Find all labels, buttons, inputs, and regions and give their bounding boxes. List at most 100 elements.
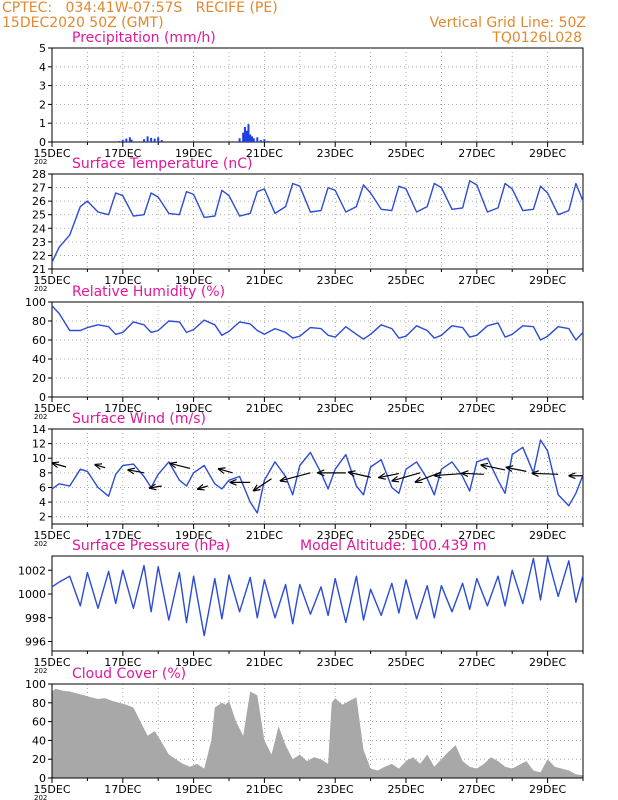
precip-xtick-label: 27DEC: [458, 147, 495, 160]
precip-bar: [160, 140, 163, 142]
pressure-ytick-label: 1002: [18, 564, 46, 577]
precip-year-fragment: 202: [34, 158, 47, 166]
wind-wind-arrow: [435, 474, 463, 476]
wind-ytick-label: 6: [39, 481, 46, 494]
pressure-ytick-label: 996: [25, 636, 46, 649]
temp-xtick-label: 27DEC: [458, 274, 495, 287]
cloud-ytick-label: 20: [32, 753, 46, 766]
wind-wind-arrow: [150, 486, 162, 488]
temp-title: Surface Temperature (nC): [72, 156, 253, 172]
precip-xtick-label: 25DEC: [387, 147, 424, 160]
pressure-xtick-label: 23DEC: [317, 656, 354, 669]
rh-xtick-label: 23DEC: [317, 402, 354, 415]
precip-bar: [121, 139, 124, 142]
rh-ytick-label: 20: [32, 372, 46, 385]
precip-bar: [150, 137, 153, 142]
precip-bar: [146, 136, 149, 142]
wind-ytick-label: 4: [39, 496, 46, 509]
wind-wind-arrow: [379, 472, 400, 478]
cloud-ytick-label: 100: [25, 678, 46, 691]
precip-bar: [247, 124, 250, 142]
rh-xtick-label: 21DEC: [246, 402, 283, 415]
wind-wind-arrow: [532, 473, 559, 474]
cloud-xtick-label: 29DEC: [529, 783, 566, 796]
pressure-xtick-label: 29DEC: [529, 656, 566, 669]
cloud-title: Cloud Cover (%): [72, 666, 186, 682]
temp-ytick-label: 24: [32, 222, 46, 235]
cloud-xtick-label: 15DEC: [33, 783, 70, 796]
precip-ytick-label: 2: [39, 98, 46, 111]
header-station-line: CPTEC: 034:41W-07:57S RECIFE (PE): [2, 0, 278, 16]
temp-xtick-label: 15DEC: [33, 274, 70, 287]
pressure-annotation: Model Altitude: 100.439 m: [300, 538, 486, 554]
header-grid-note: Vertical Grid Line: 50Z: [429, 15, 586, 31]
precip-ytick-label: 0: [39, 136, 46, 149]
wind-wind-arrow: [128, 470, 145, 473]
wind-xtick-label: 27DEC: [458, 529, 495, 542]
temp-xtick-label: 29DEC: [529, 274, 566, 287]
wind-wind-arrow: [198, 486, 208, 489]
wind-xtick-label: 25DEC: [387, 529, 424, 542]
precip-panel: 0 1 2 3 4 5 15DEC 17DEC 19DEC 21DEC 23DEC 25DEC 27DE…: [33, 30, 584, 166]
precip-ytick-label: 3: [39, 80, 46, 93]
cloud-xtick-label: 21DEC: [246, 783, 283, 796]
cloud-xtick-label: 27DEC: [458, 783, 495, 796]
precip-bar: [153, 138, 156, 142]
precip-xtick-label: 23DEC: [317, 147, 354, 160]
precip-bar: [243, 126, 246, 142]
rh-year-fragment: 202: [34, 413, 47, 421]
precip-bar: [266, 141, 269, 142]
precip-bar: [130, 139, 133, 142]
wind-xtick-label: 23DEC: [317, 529, 354, 542]
wind-xtick-label: 19DEC: [175, 529, 212, 542]
wind-wind-arrow: [219, 469, 233, 473]
pressure-xtick-label: 17DEC: [104, 656, 141, 669]
wind-xtick-label: 15DEC: [33, 529, 70, 542]
precip-bar: [238, 138, 241, 142]
rh-ytick-label: 0: [39, 391, 46, 404]
rh-xtick-label: 25DEC: [387, 402, 424, 415]
temp-xtick-label: 19DEC: [175, 274, 212, 287]
precip-bar: [128, 137, 131, 142]
precip-bar: [249, 134, 252, 142]
temp-ytick-label: 28: [32, 168, 46, 181]
temp-frame: [51, 173, 584, 270]
temp-year-fragment: 202: [34, 285, 47, 293]
wind-series-line: [51, 439, 584, 514]
temp-ytick-label: 21: [32, 263, 46, 276]
temp-xtick-label: 23DEC: [317, 274, 354, 287]
precip-bar: [263, 139, 266, 142]
precip-bar: [259, 140, 262, 142]
rh-xtick-label: 27DEC: [458, 402, 495, 415]
precip-bar: [143, 139, 146, 142]
wind-wind-arrow: [481, 465, 506, 471]
rh-panel: 0 20 40 60 80 100 15DEC 17DEC 19DEC 21DEC 23DEC 25D…: [25, 284, 584, 421]
rh-xtick-label: 15DEC: [33, 402, 70, 415]
precip-bar: [252, 138, 255, 142]
wind-wind-arrow: [280, 472, 311, 481]
rh-ytick-label: 100: [25, 296, 46, 309]
rh-xtick-label: 19DEC: [175, 402, 212, 415]
cloud-xtick-label: 23DEC: [317, 783, 354, 796]
wind-wind-arrow: [506, 467, 527, 472]
precip-title: Precipitation (mm/h): [72, 30, 216, 46]
temp-ytick-label: 22: [32, 249, 46, 262]
wind-ytick-label: 10: [32, 452, 46, 465]
rh-title: Relative Humidity (%): [72, 284, 225, 300]
cloud-xtick-label: 19DEC: [175, 783, 212, 796]
temp-series-line: [51, 180, 584, 263]
cloud-frame-top: [51, 683, 584, 779]
temp-xtick-label: 25DEC: [387, 274, 424, 287]
precip-ytick-label: 5: [39, 42, 46, 55]
wind-wind-arrow: [253, 478, 272, 491]
wind-year-fragment: 202: [34, 540, 47, 548]
wind-title: Surface Wind (m/s): [72, 411, 206, 427]
cloud-year-fragment: 202: [34, 794, 47, 800]
wind-ytick-label: 2: [39, 511, 46, 524]
pressure-frame: [51, 555, 584, 652]
pressure-title: Surface Pressure (hPa): [72, 538, 230, 554]
rh-ytick-label: 80: [32, 315, 46, 328]
